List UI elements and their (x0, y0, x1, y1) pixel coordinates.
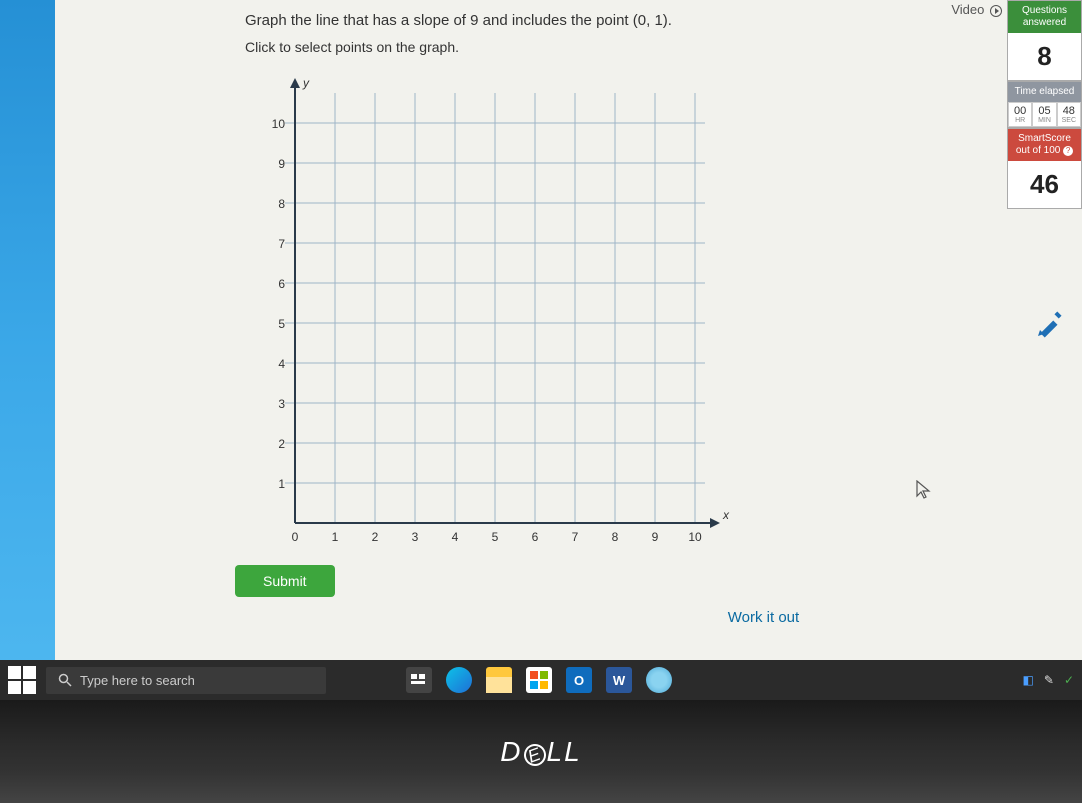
questions-answered-box: Questions answered 8 (1007, 0, 1082, 81)
file-explorer-icon[interactable] (486, 667, 512, 693)
svg-text:2: 2 (372, 530, 379, 544)
coordinate-graph[interactable]: y x 10 9 8 7 6 5 4 3 2 1 0 (255, 73, 735, 553)
word-icon[interactable]: W (606, 667, 632, 693)
time-min: 05 MIN (1032, 102, 1056, 127)
stats-panel: Questions answered 8 Time elapsed 00 HR … (1007, 0, 1082, 209)
start-button[interactable] (8, 666, 36, 694)
store-icon[interactable] (526, 667, 552, 693)
video-link[interactable]: Video (951, 2, 1002, 17)
y-axis-label: y (302, 76, 310, 90)
svg-text:9: 9 (278, 157, 285, 171)
svg-text:1: 1 (332, 530, 339, 544)
svg-text:6: 6 (532, 530, 539, 544)
svg-text:5: 5 (278, 317, 285, 331)
system-tray[interactable]: ◧ ✎ ✓ (1023, 673, 1074, 687)
svg-text:8: 8 (612, 530, 619, 544)
smartscore-box: SmartScore out of 100 ? 46 (1007, 128, 1082, 209)
svg-text:4: 4 (452, 530, 459, 544)
svg-text:3: 3 (278, 397, 285, 411)
time-hr: 00 HR (1008, 102, 1032, 127)
windows-taskbar[interactable]: Type here to search O W ◧ ✎ ✓ (0, 660, 1082, 700)
questions-header: Questions answered (1008, 1, 1081, 33)
time-sec: 48 SEC (1057, 102, 1081, 127)
tray-icon-3[interactable]: ✓ (1064, 673, 1074, 687)
svg-text:10: 10 (272, 117, 286, 131)
svg-text:2: 2 (278, 437, 285, 451)
taskbar-search[interactable]: Type here to search (46, 667, 326, 694)
submit-button[interactable]: Submit (235, 565, 335, 597)
tray-icon-2[interactable]: ✎ (1044, 673, 1054, 687)
questions-value: 8 (1008, 33, 1081, 80)
time-header: Time elapsed (1008, 82, 1081, 102)
taskbar-apps: O W (406, 667, 672, 693)
svg-text:8: 8 (278, 197, 285, 211)
svg-text:6: 6 (278, 277, 285, 291)
cursor-icon (916, 480, 932, 505)
smartscore-value: 46 (1008, 161, 1081, 208)
video-label-text: Video (951, 2, 984, 17)
outlook-icon[interactable]: O (566, 667, 592, 693)
svg-text:3: 3 (412, 530, 419, 544)
work-it-out-link[interactable]: Work it out (445, 609, 1082, 626)
problem-content: Graph the line that has a slope of 9 and… (55, 0, 1082, 700)
smartscore-header: SmartScore out of 100 ? (1008, 129, 1081, 161)
graph-svg[interactable]: y x 10 9 8 7 6 5 4 3 2 1 0 (255, 73, 735, 553)
svg-text:9: 9 (652, 530, 659, 544)
svg-text:7: 7 (278, 237, 285, 251)
pencil-icon[interactable] (1036, 310, 1064, 338)
svg-text:4: 4 (278, 357, 285, 371)
edge-icon[interactable] (446, 667, 472, 693)
problem-instruction: Click to select points on the graph. (245, 39, 1082, 55)
time-elapsed-box: Time elapsed 00 HR 05 MIN 48 SEC (1007, 81, 1082, 128)
svg-text:5: 5 (492, 530, 499, 544)
svg-text:10: 10 (688, 530, 702, 544)
task-view-icon[interactable] (406, 667, 432, 693)
info-icon[interactable]: ? (1063, 146, 1073, 156)
cortana-icon[interactable] (646, 667, 672, 693)
svg-text:0: 0 (292, 530, 299, 544)
search-placeholder: Type here to search (80, 673, 195, 688)
tray-icon-1[interactable]: ◧ (1023, 673, 1034, 687)
x-axis-label: x (722, 508, 730, 522)
play-icon (990, 5, 1002, 17)
svg-text:7: 7 (572, 530, 579, 544)
search-icon (58, 673, 72, 687)
svg-text:1: 1 (278, 477, 285, 491)
desktop-sidebar (0, 0, 55, 700)
laptop-bezel: DELL (0, 700, 1082, 803)
dell-logo: DELL (500, 736, 581, 768)
